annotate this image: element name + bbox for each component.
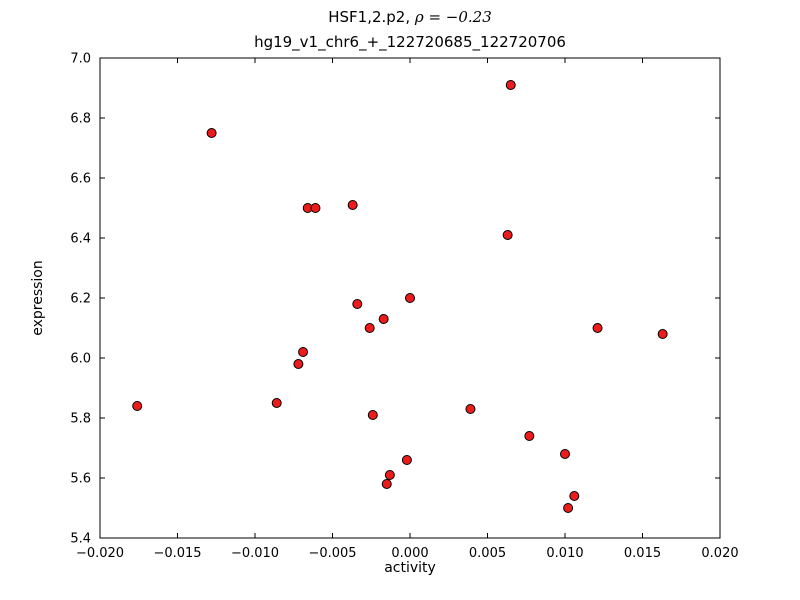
y-tick-label: 5.4 (70, 532, 91, 547)
data-point (563, 503, 574, 513)
x-tick-label: 0.020 (701, 546, 738, 561)
data-point (524, 431, 535, 441)
x-tick-label: −0.015 (153, 546, 201, 561)
y-tick-label: 5.8 (70, 412, 91, 427)
data-point (206, 128, 217, 138)
x-tick-label: 0.000 (391, 546, 428, 561)
data-points (132, 80, 668, 513)
data-point (505, 80, 516, 90)
y-tick-label: 6.6 (70, 172, 91, 187)
data-point (352, 299, 363, 309)
chart-title-text: HSF1,2.p2, (328, 8, 415, 26)
data-point (592, 323, 603, 333)
data-point (293, 359, 304, 369)
data-point (381, 479, 392, 489)
data-point (569, 491, 580, 501)
y-tick-label: 7.0 (70, 52, 91, 67)
data-point (465, 404, 476, 414)
x-tick-label: −0.020 (76, 546, 124, 561)
axes-frame (99, 57, 721, 539)
data-point (347, 200, 358, 210)
data-point (298, 347, 309, 357)
data-point (271, 398, 282, 408)
data-point (560, 449, 570, 459)
x-axis-label: activity (384, 560, 436, 576)
x-tick-label: −0.010 (231, 546, 279, 561)
data-point (502, 230, 513, 240)
tick-labels: −0.020 −0.015 −0.010 −0.005 0.000 0.005 0.010 0… (70, 52, 738, 562)
x-tick-label: 0.015 (624, 546, 661, 561)
y-tick-label: 6.4 (70, 232, 91, 247)
y-tick-label: 5.6 (70, 472, 91, 487)
data-point (132, 401, 143, 411)
y-axis-label-text: expression (30, 260, 46, 336)
chart-subtitle: hg19_v1_chr6_+_122720685_122720706 (254, 33, 566, 51)
data-point (384, 470, 395, 480)
data-point (378, 314, 389, 324)
data-point (405, 293, 415, 303)
y-tick-label: 6.8 (70, 112, 91, 127)
x-tick-label: −0.005 (308, 546, 356, 561)
chart-title: HSF1,2.p2, ρ = −0.23 (100, 8, 720, 26)
data-point (657, 329, 668, 339)
data-point (364, 323, 375, 333)
x-tick-label: 0.005 (469, 546, 506, 561)
y-tick-label: 6.0 (70, 352, 91, 367)
chart-title-math: ρ = −0.23 (414, 8, 492, 26)
data-point (310, 203, 321, 213)
y-tick-label: 6.2 (70, 292, 91, 307)
data-point (367, 410, 378, 420)
data-point (401, 455, 412, 465)
x-tick-label: 0.010 (546, 546, 583, 561)
